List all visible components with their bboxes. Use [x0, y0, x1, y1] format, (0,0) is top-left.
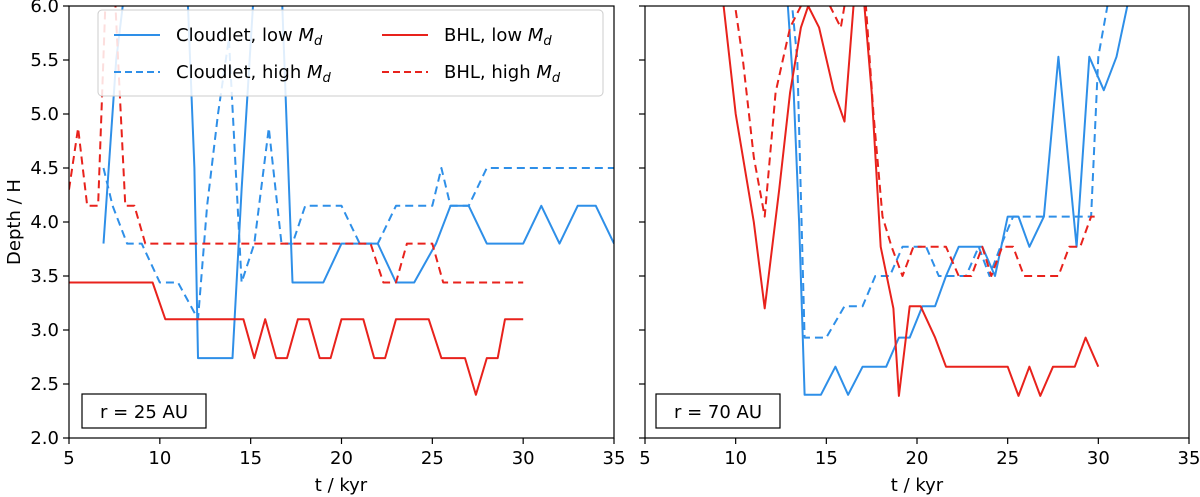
legend: Cloudlet, low Md Cloudlet, high Md BHL, … — [97, 9, 604, 97]
series-line-bhl-high-m-d-dashed — [734, 6, 1099, 277]
x-tick-label: 25 — [421, 448, 444, 469]
y-tick-label: 5.0 — [30, 104, 59, 125]
y-axis-label: Depth / H — [4, 179, 25, 265]
legend-frame — [97, 9, 604, 97]
ticks-layer: 5 10 15 20 25 30 35 2.0 2.5 3.0 3.5 4.0 4.5 5.0 5.5 6.0 — [30, 0, 625, 469]
x-tick-label: 20 — [906, 448, 929, 469]
annotation-text: r = 25 AU — [100, 402, 188, 423]
x-tick-label: 10 — [724, 448, 747, 469]
x-tick-label: 30 — [1087, 448, 1110, 469]
axes-frame — [68, 5, 615, 439]
legend-label-bhl-low: BHL, low Md — [444, 25, 552, 49]
y-tick-label: 3.5 — [30, 266, 59, 287]
y-tick-label: 4.5 — [30, 158, 59, 179]
legend-label-bhl-high: BHL, high Md — [444, 62, 561, 86]
y-tick-label: 3.0 — [30, 320, 59, 341]
series-line-cloudlet-high-m-d-dashed — [102, 37, 614, 321]
legend-label-cloudlet-high: Cloudlet, high Md — [176, 62, 332, 86]
series-line-cloudlet-high-m-d-dashed — [791, 6, 1109, 339]
annotation-box: r = 25 AU — [81, 393, 207, 429]
y-tick-label: 6.0 — [30, 0, 59, 17]
ticks-layer: 5 10 15 20 25 30 35 — [639, 5, 1200, 469]
x-tick-label: 5 — [63, 448, 74, 469]
x-tick-label: 15 — [815, 448, 838, 469]
x-tick-label: 30 — [512, 448, 535, 469]
y-tick-label: 2.5 — [30, 374, 59, 395]
series-line-bhl-low-m-d-solid — [722, 6, 1100, 397]
right-panel: 5 10 15 20 25 30 35 t / kyr r = 70 AU — [639, 5, 1200, 496]
x-tick-label: 35 — [1178, 448, 1200, 469]
y-tick-label: 2.0 — [30, 428, 59, 449]
annotation-text: r = 70 AU — [674, 402, 762, 423]
series-line-bhl-low-m-d-solid — [69, 281, 524, 396]
x-axis-label: t / kyr — [891, 475, 944, 496]
annotation-box: r = 70 AU — [655, 393, 781, 429]
x-tick-label: 15 — [239, 448, 262, 469]
x-axis-label: t / kyr — [315, 475, 368, 496]
y-tick-label: 5.5 — [30, 50, 59, 71]
x-tick-label: 25 — [996, 448, 1019, 469]
x-tick-label: 35 — [603, 448, 626, 469]
x-tick-label: 20 — [330, 448, 353, 469]
legend-label-cloudlet-low: Cloudlet, low Md — [176, 25, 323, 49]
x-tick-label: 10 — [148, 448, 171, 469]
x-tick-label: 5 — [639, 448, 650, 469]
series-layer — [722, 6, 1129, 397]
plot-area — [645, 6, 1189, 438]
left-panel: 5 10 15 20 25 30 35 2.0 2.5 3.0 3.5 4.0 4.5 5.0 5.5 6.0… — [4, 0, 625, 496]
axes-frame — [644, 5, 1190, 439]
y-tick-label: 4.0 — [30, 212, 59, 233]
